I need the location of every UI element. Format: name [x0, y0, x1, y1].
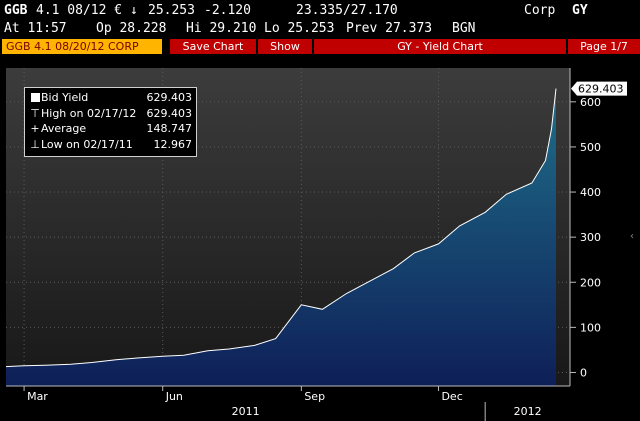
legend-high-label: High on 02/17/12: [41, 106, 137, 120]
year-label: 2012: [514, 405, 542, 418]
x-tick-label: Jun: [165, 390, 183, 403]
open-price: Op 28.228: [96, 21, 167, 36]
square-icon: [29, 90, 41, 107]
security-field[interactable]: GGB 4.1 08/20/12 CORP: [2, 39, 162, 54]
chart-title: GY - Yield Chart: [314, 39, 566, 54]
last-value-label: 629.403: [578, 83, 624, 96]
down-arrow-icon: ↓: [130, 3, 138, 18]
pricing-source: BGN: [452, 21, 476, 36]
x-tick-label: Dec: [441, 390, 462, 403]
last-value-marker: 629.403: [571, 81, 627, 96]
show-button[interactable]: Show: [258, 39, 312, 54]
page-indicator[interactable]: Page 1/7: [568, 39, 640, 54]
low-price: Lo 25.253: [264, 21, 335, 36]
yield-area: [6, 88, 556, 386]
last-price: 25.253: [148, 3, 195, 18]
legend-average-value: 148.747: [146, 122, 193, 135]
high-price: Hi 29.210: [186, 21, 257, 36]
quote-header-line-1: GGB 4.1 08/12 € ↓ 25.253 -2.120 23.335/2…: [0, 2, 640, 20]
y-tick-label: 100: [580, 321, 601, 334]
average-marker-icon: +: [30, 122, 40, 135]
yield-line: [5, 88, 557, 368]
legend-high-value: 629.403: [146, 106, 193, 120]
year-label: 2011: [232, 405, 260, 418]
toolbar: GGB 4.1 08/20/12 CORP Save Chart Show GY…: [0, 38, 640, 55]
y-tick-label: 500: [580, 141, 601, 154]
ticker: GGB: [4, 3, 28, 18]
y-tick-label: 200: [580, 276, 601, 289]
legend-bid-yield: Bid Yield 629.403: [29, 90, 192, 106]
market-sector: Corp: [524, 3, 556, 18]
x-axis-ticks: Mar Jun Sep Dec 2011 2012: [23, 386, 542, 421]
y-tick-label: 300: [580, 231, 601, 244]
y-tick-label: 400: [580, 186, 601, 199]
quote-header-line-2: At 11:57 Op 28.228 Hi 29.210 Lo 25.253 P…: [0, 20, 640, 38]
previous-close: Prev 27.373: [346, 21, 433, 36]
security-description: 4.1 08/12 €: [36, 3, 123, 18]
x-tick-label: Sep: [304, 390, 325, 403]
legend: Bid Yield 629.403 ⊤ High on 02/17/12 629…: [24, 87, 197, 157]
bid-ask: 23.335/27.170: [296, 3, 398, 18]
legend-bid-yield-value: 629.403: [146, 91, 193, 104]
legend-low-label: Low on 02/17/11: [41, 137, 133, 151]
quote-time: At 11:57: [4, 21, 67, 36]
function-code: GY: [572, 3, 588, 18]
legend-low-value: 12.967: [153, 137, 193, 151]
y-tick-label: 0: [580, 366, 587, 379]
legend-high: ⊤ High on 02/17/12 629.403: [29, 106, 192, 122]
legend-average-label: Average: [41, 122, 87, 135]
x-tick-label: Mar: [27, 390, 48, 403]
legend-low: ⊥ Low on 02/17/11 12.967: [29, 137, 192, 153]
high-marker-icon: ⊤: [30, 106, 40, 120]
scroll-arrow-icon[interactable]: ‹: [630, 231, 634, 242]
low-marker-icon: ⊥: [30, 137, 40, 151]
y-tick-label: 600: [580, 96, 601, 109]
legend-average: + Average 148.747: [29, 121, 192, 137]
y-axis-ticks: 0 100 200 300 400 500 600: [570, 96, 601, 379]
legend-bid-yield-label: Bid Yield: [41, 91, 89, 104]
net-change: -2.120: [204, 3, 251, 18]
save-chart-button[interactable]: Save Chart: [170, 39, 256, 54]
